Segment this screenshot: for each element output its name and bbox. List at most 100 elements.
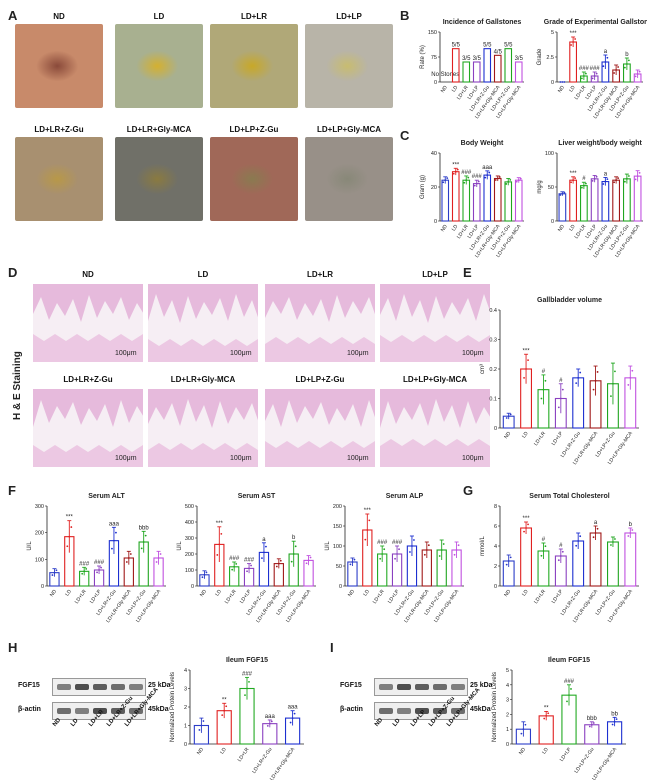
- y-axis-label: cm³: [480, 364, 486, 374]
- histology-caption: LD+LR+Z-Gu: [63, 375, 113, 384]
- data-point: [221, 714, 224, 717]
- y-axis-label: U/L: [325, 541, 331, 551]
- bar: [624, 532, 637, 587]
- bar-annotation: 5/5: [483, 43, 492, 49]
- gallbladder-photo: [15, 137, 103, 221]
- data-point: [53, 571, 56, 574]
- y-tick-label: 0.1: [489, 397, 497, 403]
- data-point: [505, 183, 508, 185]
- data-point: [270, 720, 273, 723]
- x-tick-label: LD+LP: [239, 588, 253, 605]
- data-point: [140, 547, 143, 550]
- photo-caption: LD+LR: [241, 12, 267, 21]
- gallbladder-photo: [210, 137, 298, 221]
- bar-annotation: #: [559, 378, 563, 384]
- data-point: [250, 564, 252, 567]
- y-tick-label: 4: [494, 544, 497, 550]
- data-point: [524, 723, 527, 726]
- data-point: [509, 413, 512, 416]
- data-point: [144, 534, 147, 537]
- x-tick-label: ND: [503, 588, 512, 598]
- x-tick-label: ND: [503, 430, 512, 440]
- data-point: [155, 561, 158, 563]
- data-point: [231, 568, 234, 571]
- data-point: [203, 573, 206, 576]
- bar-annotation: ***: [66, 515, 74, 521]
- data-point: [453, 553, 456, 556]
- bar-annotation: ###: [590, 66, 601, 72]
- data-point: [522, 728, 525, 731]
- histology-image: [33, 284, 143, 362]
- data-point: [366, 529, 369, 531]
- data-point: [634, 178, 637, 181]
- bar: [483, 174, 492, 222]
- data-point: [351, 561, 354, 563]
- bar-annotation: ###: [242, 671, 253, 677]
- data-point: [85, 568, 88, 570]
- data-point: [452, 172, 455, 175]
- data-point: [527, 523, 529, 526]
- blot-band: [75, 708, 89, 714]
- data-point: [244, 694, 246, 697]
- data-point: [477, 180, 480, 183]
- bar-annotation: b: [625, 52, 629, 58]
- y-tick-label: 2: [506, 712, 509, 718]
- x-tick-label: LD: [219, 746, 228, 755]
- x-tick-label: LD+LP: [559, 746, 573, 763]
- data-point: [51, 574, 54, 576]
- data-point: [223, 709, 226, 712]
- photo-caption: LD+LP+Gly-MCA: [316, 125, 381, 134]
- gallbladder-photo: [305, 137, 393, 221]
- data-point: [129, 553, 132, 555]
- data-point: [570, 688, 572, 690]
- data-point: [596, 527, 599, 530]
- data-point: [636, 175, 639, 178]
- bar-annotation: bbb: [139, 525, 150, 531]
- bar: [569, 41, 578, 83]
- y-tick-label: 100: [35, 557, 44, 563]
- panel-label-i: I: [330, 640, 334, 655]
- bar-annotation: a: [604, 171, 608, 177]
- bar: [558, 193, 567, 222]
- x-tick-label: LD+LP+Gly-MCA: [591, 746, 618, 780]
- y-tick-label: 0: [551, 80, 554, 86]
- bar-annotation: ###: [229, 556, 240, 562]
- data-point: [96, 571, 98, 574]
- data-point: [593, 177, 596, 180]
- panel-label-c: C: [400, 128, 410, 143]
- data-point: [246, 687, 248, 690]
- bar: [493, 177, 502, 222]
- blot-band: [415, 684, 429, 690]
- data-point: [584, 72, 587, 75]
- data-point: [596, 371, 599, 373]
- bar: [569, 179, 578, 222]
- x-tick-label: LD+LP+Z-Gu: [573, 747, 595, 775]
- y-tick-label: 8: [494, 504, 497, 510]
- bar: [520, 527, 532, 587]
- blot-strip: [374, 702, 468, 720]
- chart-title: Ileum FGF15: [548, 657, 590, 664]
- y-tick-label: 0.2: [489, 367, 497, 373]
- photo-caption: LD+LR+Z-Gu: [34, 125, 84, 134]
- y-tick-label: 0: [551, 219, 554, 225]
- histology-image: [148, 389, 258, 467]
- data-point: [157, 557, 160, 559]
- x-tick-label: ND: [196, 746, 205, 756]
- blot-band: [433, 708, 447, 714]
- x-tick-label: ND: [347, 588, 356, 598]
- scale-bar-label: 100μm: [462, 350, 484, 357]
- bar-annotation: a: [262, 537, 266, 543]
- x-tick-label: LD+LP: [89, 588, 103, 605]
- y-axis-label: Gram (g): [420, 175, 426, 199]
- data-point: [544, 545, 547, 548]
- y-tick-label: 300: [185, 536, 194, 542]
- data-point: [580, 186, 583, 189]
- data-point: [590, 723, 593, 726]
- y-tick-label: 100: [185, 568, 194, 574]
- data-point: [246, 570, 248, 573]
- gallbladder-photo: [115, 137, 203, 221]
- bar: [451, 171, 460, 222]
- bar-annotation: #: [582, 176, 586, 182]
- data-point: [574, 38, 577, 40]
- x-tick-label: ND: [440, 223, 449, 233]
